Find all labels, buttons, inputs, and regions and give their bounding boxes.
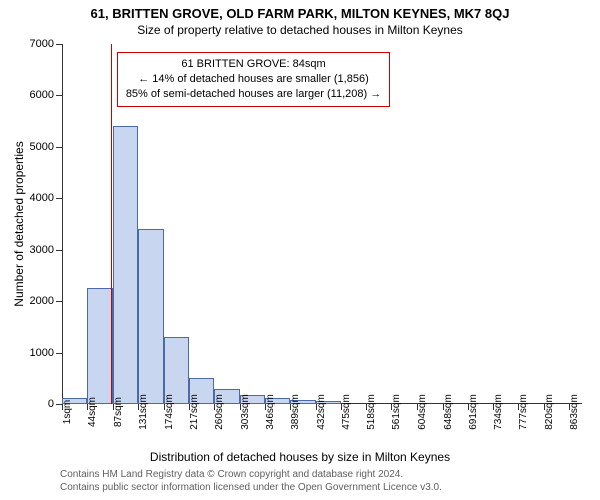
- footer-attribution: Contains HM Land Registry data © Crown c…: [60, 468, 442, 494]
- x-axis-title: Distribution of detached houses by size …: [0, 450, 600, 464]
- x-tick-label: 691sqm: [468, 394, 479, 430]
- info-line-2: ← 14% of detached houses are smaller (1,…: [126, 72, 381, 87]
- page-subtitle: Size of property relative to detached ho…: [0, 21, 600, 37]
- y-tick-label: 0: [48, 398, 54, 410]
- x-tick-label: 131sqm: [138, 394, 149, 430]
- page-title: 61, BRITTEN GROVE, OLD FARM PARK, MILTON…: [0, 0, 600, 21]
- histogram-bar: [138, 229, 163, 404]
- y-tick-label: 7000: [30, 38, 54, 50]
- histogram-bar: [87, 288, 112, 404]
- x-tick-label: 87sqm: [113, 397, 124, 427]
- footer-line-1: Contains HM Land Registry data © Crown c…: [60, 468, 442, 481]
- y-tick: [56, 95, 62, 96]
- y-tick: [56, 147, 62, 148]
- y-axis-title: Number of detached properties: [12, 141, 26, 306]
- x-tick-label: 44sqm: [87, 397, 98, 427]
- x-tick-label: 820sqm: [544, 394, 555, 430]
- y-tick-label: 4000: [30, 192, 54, 204]
- info-line-1: 61 BRITTEN GROVE: 84sqm: [126, 57, 381, 72]
- info-line-3: 85% of semi-detached houses are larger (…: [126, 87, 381, 102]
- x-tick-label: 475sqm: [341, 394, 352, 430]
- histogram-plot: 01000200030004000500060007000 1sqm44sqm8…: [62, 44, 582, 404]
- x-tick-label: 863sqm: [569, 394, 580, 430]
- property-info-box: 61 BRITTEN GROVE: 84sqm ← 14% of detache…: [117, 52, 390, 107]
- x-tick-label: 648sqm: [443, 394, 454, 430]
- property-marker-line: [111, 44, 113, 404]
- y-tick: [56, 301, 62, 302]
- histogram-bar: [113, 126, 138, 404]
- x-tick-label: 174sqm: [164, 394, 175, 430]
- x-tick-label: 518sqm: [366, 394, 377, 430]
- x-tick-label: 432sqm: [316, 394, 327, 430]
- y-tick: [56, 44, 62, 45]
- x-tick-label: 1sqm: [62, 400, 73, 424]
- x-tick-label: 260sqm: [214, 394, 225, 430]
- x-tick-label: 389sqm: [290, 394, 301, 430]
- x-tick-label: 217sqm: [189, 394, 200, 430]
- x-tick-label: 346sqm: [265, 394, 276, 430]
- x-tick-label: 561sqm: [391, 394, 402, 430]
- y-tick: [56, 250, 62, 251]
- y-tick: [56, 198, 62, 199]
- y-tick-label: 2000: [30, 295, 54, 307]
- x-tick-label: 734sqm: [493, 394, 504, 430]
- x-tick-label: 777sqm: [518, 394, 529, 430]
- y-tick-label: 3000: [30, 244, 54, 256]
- y-tick-label: 1000: [30, 347, 54, 359]
- y-tick-label: 6000: [30, 89, 54, 101]
- y-axis-line: [62, 44, 63, 404]
- footer-line-2: Contains public sector information licen…: [60, 481, 442, 494]
- y-tick-label: 5000: [30, 141, 54, 153]
- x-tick-label: 303sqm: [240, 394, 251, 430]
- x-tick-label: 604sqm: [417, 394, 428, 430]
- y-tick: [56, 353, 62, 354]
